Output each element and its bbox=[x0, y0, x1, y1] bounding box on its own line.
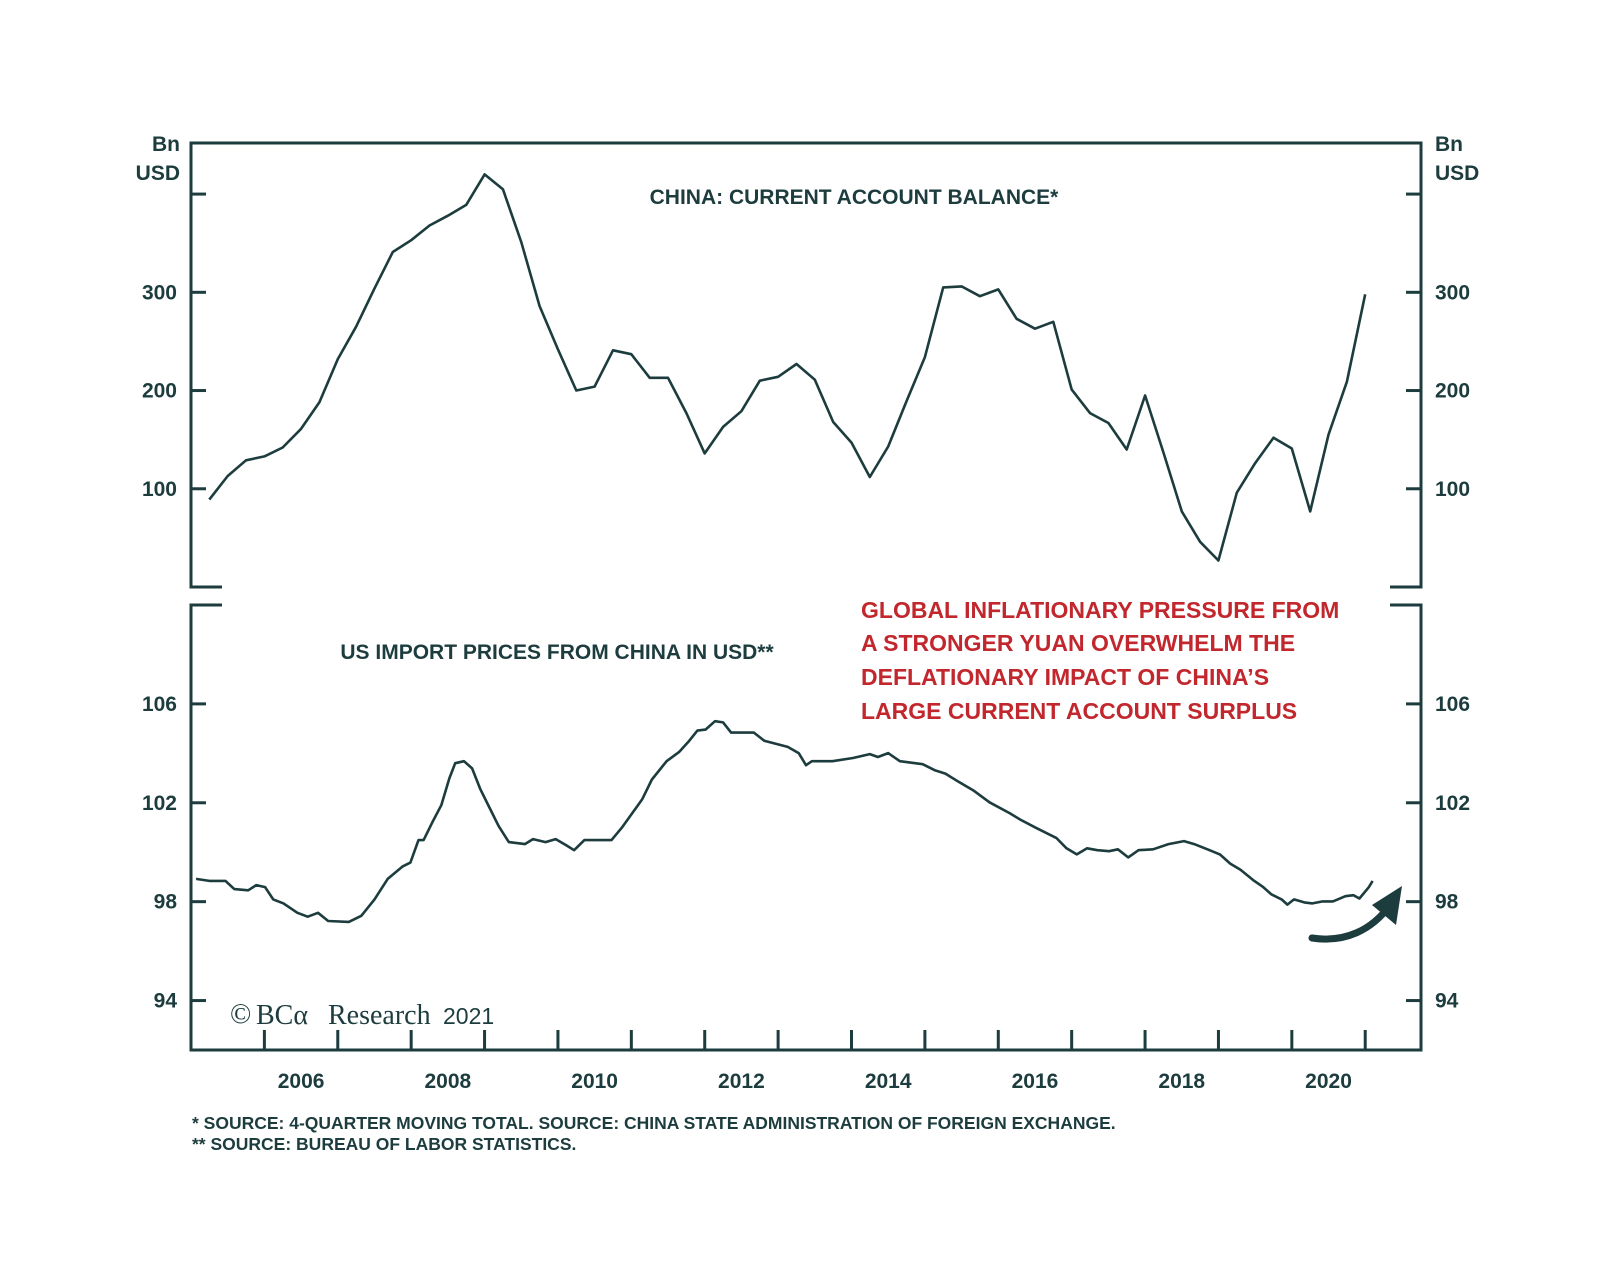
current-account-line bbox=[208, 173, 1367, 562]
y-tick-label-right: 98 bbox=[1435, 891, 1459, 914]
curved-up-arrow-icon bbox=[1308, 886, 1402, 943]
y-tick-label-left: 98 bbox=[154, 891, 178, 914]
y-tick-label-left: 102 bbox=[142, 792, 177, 815]
x-tick-label: 2020 bbox=[1305, 1070, 1352, 1093]
x-tick-label: 2016 bbox=[1012, 1070, 1059, 1093]
x-tick-label: 2012 bbox=[718, 1070, 765, 1093]
left-unit-label-bn: Bn bbox=[152, 133, 180, 156]
left-unit-label-usd: USD bbox=[136, 162, 180, 185]
series bbox=[195, 173, 1374, 924]
copyright-name: Research bbox=[328, 1000, 431, 1031]
y-tick-label-right: 94 bbox=[1435, 990, 1459, 1013]
annotation-line: A STRONGER YUAN OVERWHELM THE bbox=[861, 630, 1295, 656]
annotation-line: LARGE CURRENT ACCOUNT SURPLUS bbox=[861, 698, 1297, 724]
copyright-brand: BCα bbox=[256, 1000, 308, 1031]
y-tick-label-left: 100 bbox=[142, 478, 177, 501]
x-tick-label: 2010 bbox=[571, 1070, 618, 1093]
x-tick-label: 2014 bbox=[865, 1070, 912, 1093]
y-tick-label-right: 300 bbox=[1435, 281, 1470, 304]
footnote: ** SOURCE: BUREAU OF LABOR STATISTICS. bbox=[192, 1134, 576, 1154]
y-tick-label-left: 200 bbox=[142, 380, 177, 403]
y-tick-label-right: 200 bbox=[1435, 380, 1470, 403]
x-tick-label: 2008 bbox=[425, 1070, 472, 1093]
copyright-logo: © BCα Research 2021 bbox=[230, 999, 494, 1031]
footnote: * SOURCE: 4-QUARTER MOVING TOTAL. SOURCE… bbox=[192, 1113, 1116, 1133]
annotation-line: DEFLATIONARY IMPACT OF CHINA’S bbox=[861, 664, 1269, 690]
y-tick-label-left: 300 bbox=[142, 281, 177, 304]
right-unit-label-bn: Bn bbox=[1435, 133, 1463, 156]
y-tick-label-left: 94 bbox=[154, 990, 178, 1013]
y-tick-label-right: 102 bbox=[1435, 792, 1470, 815]
annotation: GLOBAL INFLATIONARY PRESSURE FROM A STRO… bbox=[861, 597, 1339, 724]
annotation-line: GLOBAL INFLATIONARY PRESSURE FROM bbox=[861, 597, 1339, 623]
y-tick-label-left: 106 bbox=[142, 693, 177, 716]
x-tick-label: 2006 bbox=[278, 1070, 325, 1093]
y-tick-label-right: 100 bbox=[1435, 478, 1470, 501]
top-chart-title: CHINA: CURRENT ACCOUNT BALANCE* bbox=[650, 186, 1060, 209]
y-tick-label-right: 106 bbox=[1435, 693, 1470, 716]
right-unit-label-usd: USD bbox=[1435, 162, 1479, 185]
copyright-symbol: © bbox=[230, 999, 251, 1030]
copyright-year: 2021 bbox=[443, 1003, 494, 1029]
x-tick-label: 2018 bbox=[1158, 1070, 1205, 1093]
ticks: 100 100 200 200 300 300 94 94 98 98 102 102 106 106 20… bbox=[142, 192, 1470, 1093]
bottom-chart-title: US IMPORT PRICES FROM CHINA IN USD** bbox=[340, 641, 774, 664]
import-prices-line bbox=[195, 719, 1374, 924]
